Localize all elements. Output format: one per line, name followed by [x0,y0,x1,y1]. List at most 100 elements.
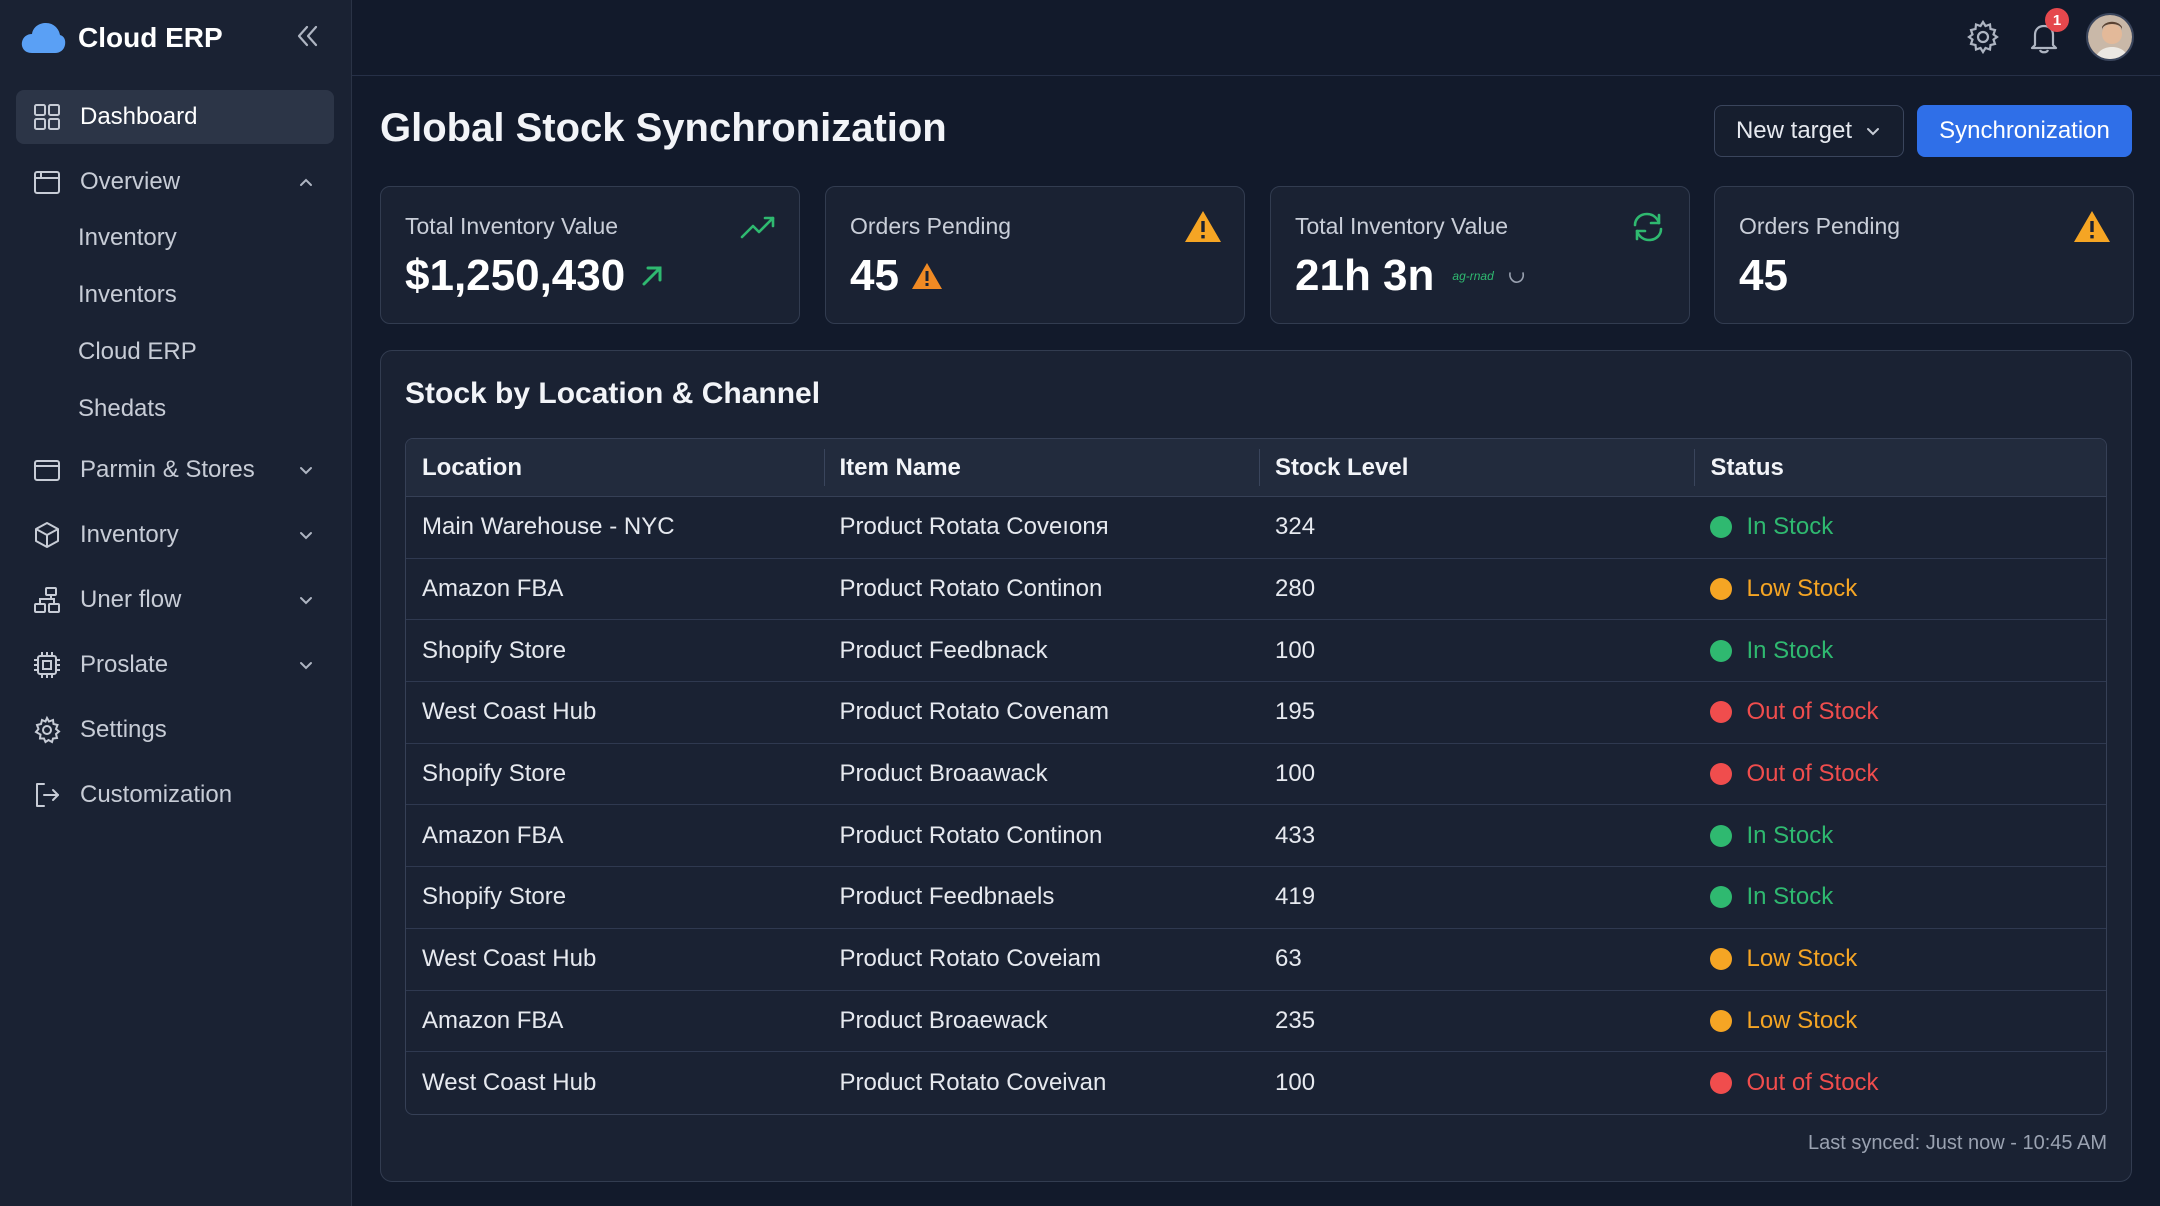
arrow-up-right-icon [642,266,662,286]
cell-location: West Coast Hub [422,698,597,726]
cell-location: Shopify Store [422,883,567,911]
cell-status: Out of Stock [1694,1052,2106,1114]
stat-label: Orders Pending [850,213,1012,239]
sidebar-item-uner-flow[interactable]: Uner flow [16,573,334,627]
status-badge: In Stock [1710,883,1833,911]
cell-stock-level: 100 [1275,760,1316,788]
panel-title: Stock by Location & Channel [405,377,821,410]
stat-value: $1,250,430 [405,251,667,301]
top-bar [352,0,2160,76]
new-target-label: New target [1735,117,1853,144]
status-text: In Stock [1746,883,1834,911]
column-header-stock-level[interactable]: Stock Level [1259,439,1694,496]
sidebar-item-parmin-stores[interactable]: Parmin & Stores [16,443,334,497]
table-row[interactable]: West Coast Hub Product Rotato Coveiam 63 Lo… [406,929,2106,991]
submenu-item-cloud-erp[interactable]: Cloud ERP [78,337,197,365]
cell-status: Low Stock [1694,559,2106,620]
cell-item-name: Product Rotato Continon [839,575,1103,603]
store-icon [34,460,60,481]
column-header-item-name[interactable]: Item Name [823,439,1259,496]
sidebar-item-inventory[interactable]: Inventory [16,508,334,562]
table-row[interactable]: Shopify Store Product Feedbnaels 419 In Sto… [406,867,2106,929]
new-target-dropdown[interactable]: New target [1714,105,1904,157]
app-name: Cloud ERP [78,22,223,53]
table-row[interactable]: Amazon FBA Product Rotato Continon 280 Low … [406,559,2106,621]
status-badge: Out of Stock [1710,1069,1879,1097]
sidebar-item-proslate[interactable]: Proslate [16,638,334,692]
cell-status: Out of Stock [1694,682,2106,743]
cell-status: In Stock [1694,497,2106,558]
cell-status: Out of Stock [1694,744,2106,805]
notification-badge: 1 [2045,8,2069,32]
cell-item-name: Product Rotato Coveivan [839,1069,1107,1097]
submenu-item-inventors[interactable]: Inventors [78,280,177,308]
sidebar-item-customization[interactable]: Customization [16,768,334,822]
sidebar-item-label: Dashboard [80,103,198,130]
status-dot-icon [1710,763,1733,786]
stat-note: ag-rnad [1452,269,1494,283]
status-text: Low Stock [1746,575,1858,603]
status-text: In Stock [1746,821,1834,849]
status-badge: In Stock [1710,637,1833,665]
submenu-item-shedats[interactable]: Shedats [78,394,167,422]
cell-status: In Stock [1694,805,2106,866]
cell-item-name: Product Broaawack [839,760,1048,788]
column-header-status[interactable]: Status [1694,439,2106,496]
table-row[interactable]: West Coast Hub Product Rotato Covenam 195 O… [406,682,2106,744]
cell-stock-level: 63 [1275,945,1302,973]
status-text: In Stock [1746,636,1834,664]
status-badge: Out of Stock [1710,698,1879,726]
status-dot-icon [1710,516,1733,539]
refresh-icon[interactable] [1629,209,1667,245]
cell-status: Low Stock [1694,929,2106,990]
cell-item-name: Product Feedbnack [839,636,1048,664]
status-text: Out of Stock [1746,760,1879,788]
collapse-sidebar-icon[interactable] [291,20,323,52]
sidebar-item-label: Inventory [80,521,179,548]
status-dot-icon [1710,578,1733,601]
table-header: Location Item Name Stock Level Status [406,439,2106,497]
cell-item-name: Product Rotata Coveıonя [839,513,1109,541]
status-badge: Low Stock [1710,1007,1857,1035]
stat-value: 45 [850,251,943,301]
cell-location: Shopify Store [422,760,567,788]
submenu-item-inventory[interactable]: Inventory [78,223,177,251]
cell-location: Main Warehouse - NYC [422,513,675,541]
column-header-location[interactable]: Location [422,453,522,481]
bell-icon[interactable] [2025,18,2063,56]
warning-icon [2074,211,2110,242]
status-dot-icon [1710,639,1733,662]
synchronization-button[interactable]: Synchronization [1917,105,2132,157]
stat-label: Total Inventory Value [1295,213,1509,239]
brand[interactable]: Cloud ERP [20,16,223,60]
table-row[interactable]: Main Warehouse - NYC Product Rotata Coveı… [406,497,2106,559]
table-row[interactable]: Shopify Store Product Feedbnack 100 In Stoc… [406,620,2106,683]
sidebar-item-label: Proslate [80,651,169,678]
sidebar-item-overview[interactable]: Overview [16,155,334,209]
status-dot-icon [1710,1009,1733,1032]
status-badge: Out of Stock [1710,760,1879,788]
chip-icon [34,652,60,678]
table-row[interactable]: Amazon FBA Product Rotato Continon 433 In S… [406,805,2106,868]
chevron-down-icon [300,662,312,670]
table-row[interactable]: Shopify Store Product Broaawack 100 Out of … [406,744,2106,806]
cell-stock-level: 235 [1275,1006,1316,1034]
table-row[interactable]: Amazon FBA Product Broaewack 235 Low Stock [406,991,2106,1053]
user-avatar-icon [2088,15,2132,59]
avatar[interactable] [2086,13,2134,61]
cell-location: Amazon FBA [422,575,564,603]
stat-card-total-inventory-value-2: Total Inventory Value 21h 3n ag-rnad [1270,186,1690,324]
cell-stock-level: 195 [1275,698,1316,726]
warning-icon [911,263,942,289]
status-dot-icon [1710,948,1733,971]
cell-item-name: Product Rotato Continon [839,821,1103,849]
cell-stock-level: 100 [1275,1069,1316,1097]
status-dot-icon [1710,824,1733,847]
sidebar-item-dashboard[interactable]: Dashboard [16,90,334,144]
sidebar-item-settings[interactable]: Settings [16,703,334,757]
status-badge: In Stock [1710,822,1833,850]
status-badge: In Stock [1710,513,1833,541]
flow-icon [34,587,60,613]
settings-gear-icon[interactable] [1964,18,2002,56]
table-row[interactable]: West Coast Hub Product Rotato Coveivan 100… [406,1052,2106,1114]
